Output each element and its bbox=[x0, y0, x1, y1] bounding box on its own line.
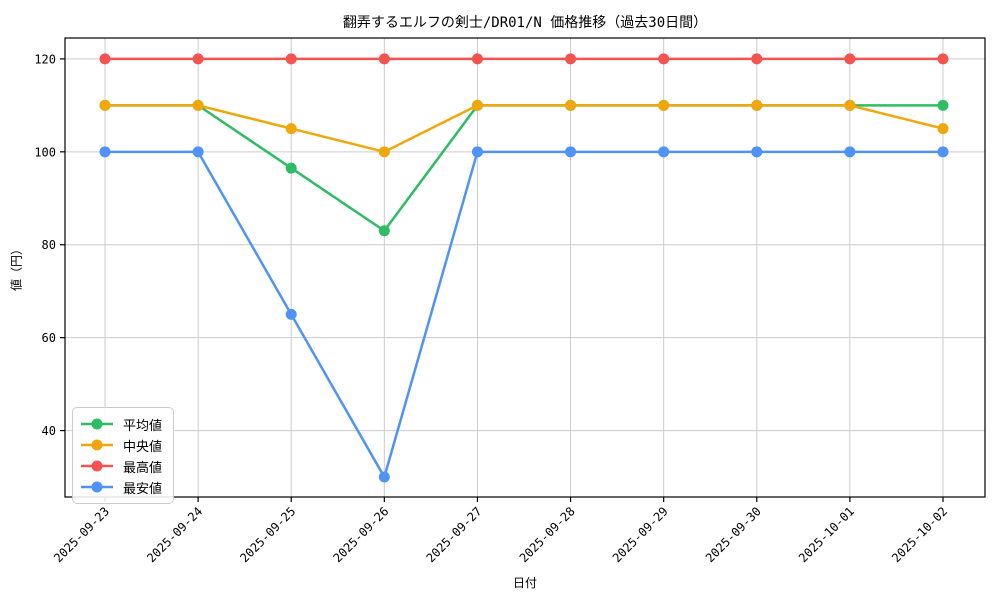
series-marker-最高値 bbox=[658, 53, 670, 65]
series-marker-平均値 bbox=[378, 225, 390, 237]
series-marker-中央値 bbox=[751, 99, 763, 111]
x-tick-label: 2025-09-29 bbox=[610, 504, 671, 565]
y-tick-label: 60 bbox=[42, 331, 56, 345]
series-line-最安値 bbox=[105, 150, 943, 479]
legend-item-最高値: 最高値 bbox=[80, 457, 163, 476]
series-marker-中央値 bbox=[471, 99, 483, 111]
x-tick-label: 2025-10-01 bbox=[796, 504, 857, 565]
legend-label: 平均値 bbox=[123, 418, 163, 434]
series-marker-中央値 bbox=[192, 99, 204, 111]
series-marker-最高値 bbox=[285, 53, 297, 65]
legend-item-最安値: 最安値 bbox=[80, 478, 163, 497]
series-marker-最安値 bbox=[378, 471, 390, 483]
legend-swatch-icon bbox=[81, 481, 113, 493]
x-tick-label: 2025-09-24 bbox=[144, 504, 205, 565]
series-marker-最高値 bbox=[471, 53, 483, 65]
series-marker-最高値 bbox=[751, 53, 763, 65]
series-marker-最高値 bbox=[937, 53, 949, 65]
series-marker-平均値 bbox=[937, 99, 949, 111]
x-tick-label: 2025-10-02 bbox=[889, 504, 950, 565]
series-marker-中央値 bbox=[658, 99, 670, 111]
series-marker-最高値 bbox=[99, 53, 111, 65]
series-marker-中央値 bbox=[937, 123, 949, 135]
series-marker-最安値 bbox=[99, 146, 111, 158]
chart-title: 翻弄するエルフの剣士/DR01/N 価格推移（過去30日間） bbox=[342, 15, 708, 31]
legend-item-中央値: 中央値 bbox=[80, 436, 163, 455]
legend-label: 中央値 bbox=[123, 439, 163, 455]
series-marker-最安値 bbox=[844, 146, 856, 158]
series-marker-中央値 bbox=[378, 146, 390, 158]
plot-frame bbox=[64, 37, 986, 498]
series-marker-最安値 bbox=[658, 146, 670, 158]
legend: 平均値中央値最高値最安値 bbox=[72, 407, 175, 504]
series-marker-最安値 bbox=[565, 146, 577, 158]
series-marker-中央値 bbox=[285, 123, 297, 135]
legend-item-平均値: 平均値 bbox=[80, 415, 163, 434]
series-marker-最安値 bbox=[751, 146, 763, 158]
series-marker-最高値 bbox=[565, 53, 577, 65]
x-tick-label: 2025-09-28 bbox=[517, 504, 578, 565]
legend-label: 最高値 bbox=[123, 460, 163, 476]
y-tick-label: 100 bbox=[34, 145, 56, 159]
series-marker-最安値 bbox=[937, 146, 949, 158]
x-tick-label: 2025-09-25 bbox=[237, 504, 298, 565]
legend-swatch-icon bbox=[81, 439, 113, 451]
legend-label: 最安値 bbox=[123, 481, 163, 497]
series-marker-最安値 bbox=[471, 146, 483, 158]
series-marker-最安値 bbox=[192, 146, 204, 158]
series-marker-最高値 bbox=[844, 53, 856, 65]
series-marker-平均値 bbox=[285, 162, 297, 174]
series-marker-中央値 bbox=[565, 99, 577, 111]
legend-swatch-icon bbox=[81, 418, 113, 430]
y-tick-label: 40 bbox=[42, 424, 56, 438]
series-line-中央値 bbox=[105, 104, 944, 154]
legend-swatch-icon bbox=[81, 460, 113, 472]
series-marker-最高値 bbox=[378, 53, 390, 65]
x-tick-label: 2025-09-26 bbox=[330, 504, 391, 565]
x-tick-label: 2025-09-27 bbox=[424, 504, 485, 565]
series-marker-最安値 bbox=[285, 308, 297, 320]
y-tick-label: 80 bbox=[42, 238, 56, 252]
x-tick-label: 2025-09-23 bbox=[51, 504, 112, 565]
series-line-平均値 bbox=[105, 104, 943, 233]
x-tick-label: 2025-09-30 bbox=[703, 504, 764, 565]
series-marker-最高値 bbox=[192, 53, 204, 65]
y-tick-label: 120 bbox=[34, 52, 56, 66]
x-axis-label: 日付 bbox=[512, 576, 537, 590]
y-axis-label: 値（円） bbox=[9, 242, 24, 292]
series-marker-中央値 bbox=[844, 99, 856, 111]
series-marker-中央値 bbox=[99, 99, 111, 111]
